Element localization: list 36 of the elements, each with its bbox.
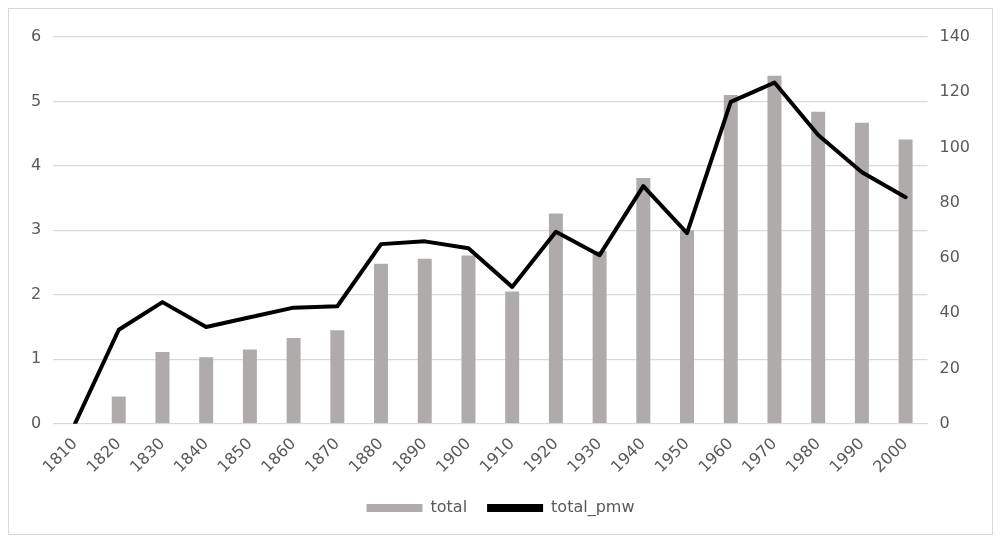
bar — [548, 213, 563, 424]
bar — [374, 263, 389, 424]
bar — [898, 139, 913, 424]
bar — [505, 291, 520, 424]
bar — [592, 250, 607, 424]
y2-tick-label: 60 — [939, 247, 960, 267]
bar — [767, 75, 782, 424]
bar — [723, 95, 738, 424]
y-tick-label: 2 — [30, 283, 42, 303]
y2-tick-label: 0 — [939, 412, 950, 432]
y-tick-label: 6 — [30, 26, 42, 46]
y2-tick-label: 40 — [939, 302, 960, 322]
bar — [286, 337, 301, 424]
legend-label: total — [430, 497, 468, 517]
bar — [155, 352, 170, 424]
legend-label: total_pmw — [551, 497, 635, 518]
y2-tick-label: 100 — [939, 136, 971, 156]
y-tick-label: 0 — [30, 412, 42, 432]
y2-tick-label: 20 — [939, 357, 960, 377]
bar — [111, 396, 126, 424]
bar — [242, 349, 257, 424]
y2-tick-label: 140 — [939, 26, 971, 46]
bar — [680, 230, 695, 424]
y2-tick-label: 120 — [939, 81, 971, 101]
bar — [811, 111, 826, 424]
y-tick-label: 3 — [30, 219, 42, 239]
bar — [199, 357, 214, 424]
bar — [854, 122, 869, 424]
y-tick-label: 1 — [30, 348, 42, 368]
bar — [330, 330, 345, 424]
y-tick-label: 5 — [30, 90, 42, 110]
y-tick-label: 4 — [30, 155, 42, 175]
bar — [636, 178, 651, 424]
y2-tick-label: 80 — [939, 191, 960, 211]
bar — [461, 255, 476, 424]
bar — [417, 258, 432, 424]
